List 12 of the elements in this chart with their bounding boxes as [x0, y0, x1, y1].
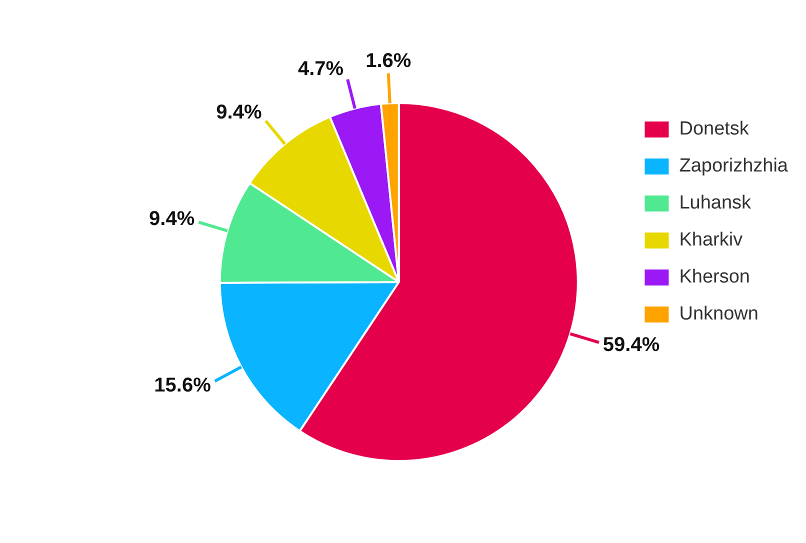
data-label: 15.6%: [154, 374, 212, 396]
data-label: 1.6%: [366, 50, 412, 72]
legend-label: Unknown: [679, 304, 758, 325]
data-label: 59.4%: [602, 334, 660, 356]
legend-label: Zaporizhzhia: [679, 156, 788, 177]
legend-label: Kharkiv: [679, 230, 744, 251]
legend-label: Kherson: [679, 266, 750, 288]
legend-label: Luhansk: [679, 192, 752, 214]
data-label: 4.7%: [298, 58, 344, 80]
legend-label: Donetsk: [679, 118, 750, 140]
data-label: 9.4%: [149, 208, 195, 230]
data-label: 9.4%: [216, 102, 262, 124]
